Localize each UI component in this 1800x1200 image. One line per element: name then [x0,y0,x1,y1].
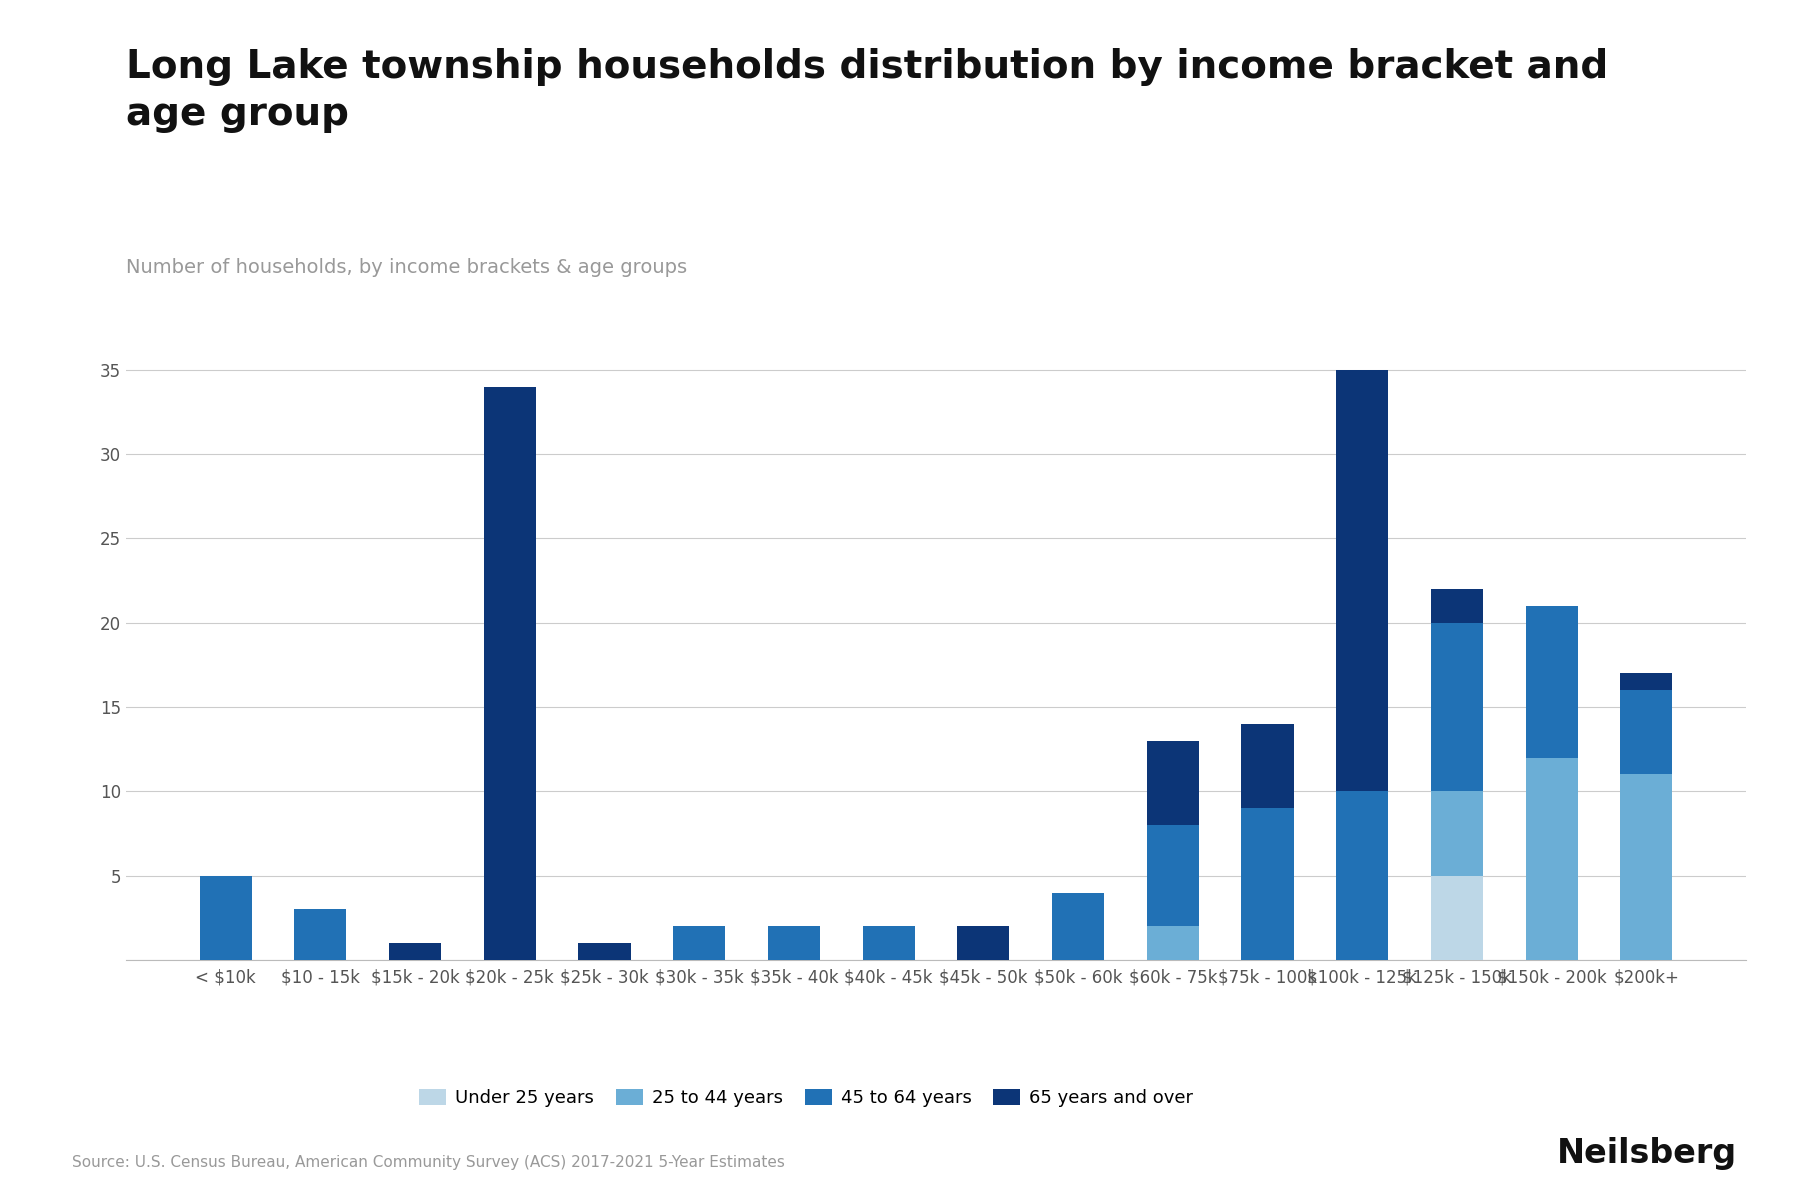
Bar [1242,724,1294,809]
Bar [1336,370,1388,791]
Text: Number of households, by income brackets & age groups: Number of households, by income brackets… [126,258,688,277]
Text: Source: U.S. Census Bureau, American Community Survey (ACS) 2017-2021 5-Year Est: Source: U.S. Census Bureau, American Com… [72,1154,785,1170]
Bar [578,943,630,960]
Bar [862,926,914,960]
Bar [200,876,252,960]
Bar [484,386,536,960]
Bar [1620,690,1672,774]
Bar [1620,673,1672,690]
Bar [1526,757,1577,960]
Bar [1431,876,1483,960]
Bar [1431,791,1483,876]
Bar [769,926,821,960]
Bar [1431,623,1483,791]
Bar [1242,809,1294,960]
Bar [673,926,725,960]
Bar [295,910,346,960]
Bar [1051,893,1103,960]
Bar [1336,791,1388,960]
Text: Neilsberg: Neilsberg [1557,1138,1737,1170]
Bar [1431,589,1483,623]
Bar [1147,926,1199,960]
Bar [1147,740,1199,826]
Text: Long Lake township households distribution by income bracket and
age group: Long Lake township households distributi… [126,48,1607,133]
Legend: Under 25 years, 25 to 44 years, 45 to 64 years, 65 years and over: Under 25 years, 25 to 44 years, 45 to 64… [412,1081,1201,1114]
Bar [1526,606,1577,757]
Bar [389,943,441,960]
Bar [1620,774,1672,960]
Bar [958,926,1010,960]
Bar [1147,826,1199,926]
